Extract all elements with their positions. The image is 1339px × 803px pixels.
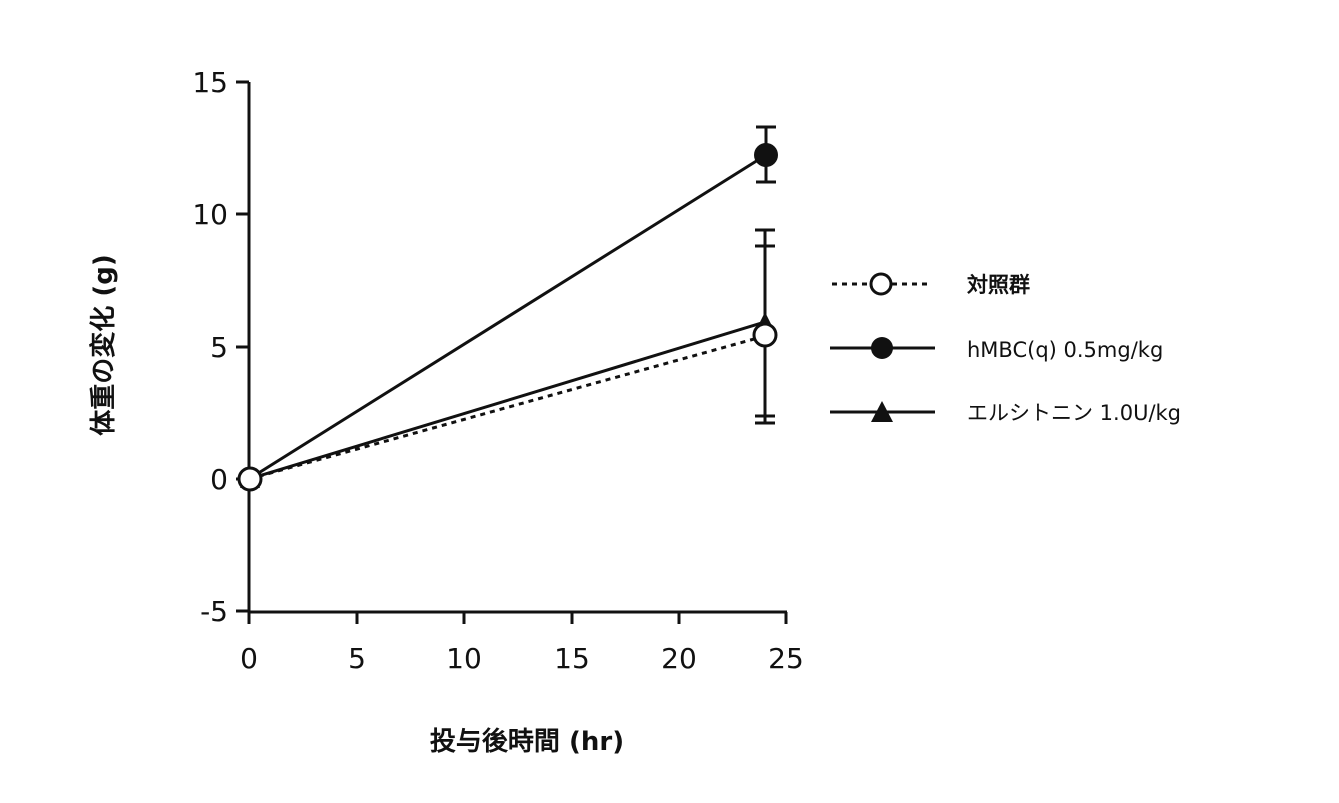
error-bars <box>755 127 776 423</box>
filled-circle-icon <box>871 337 893 359</box>
open-circle-icon <box>871 274 891 294</box>
x-tick-label: 25 <box>768 642 804 675</box>
series-control <box>249 324 776 479</box>
origin-markers <box>239 468 261 490</box>
legend-label: hMBC(q) 0.5mg/kg <box>967 338 1163 362</box>
y-tick-label: 0 <box>210 463 228 496</box>
legend: 対照群 hMBC(q) 0.5mg/kg エルシトニン 1.0U/kg <box>830 273 1181 425</box>
legend-label: エルシトニン 1.0U/kg <box>967 401 1181 425</box>
x-tick-label: 15 <box>554 642 590 675</box>
series-elcitonin <box>249 312 776 479</box>
y-axis-title: 体重の変化 (g) <box>88 254 119 435</box>
x-tick-label: 5 <box>348 642 366 675</box>
legend-item-elcitonin: エルシトニン 1.0U/kg <box>830 401 1181 425</box>
x-axis-title: 投与後時間 (hr) <box>430 726 624 757</box>
y-tick-label: 5 <box>210 331 228 364</box>
x-tick-label: 20 <box>661 642 697 675</box>
y-tick-label: -5 <box>200 595 228 628</box>
y-tick-label: 10 <box>192 198 228 231</box>
data-point-filled-circle <box>754 143 778 167</box>
legend-label: 対照群 <box>967 273 1030 297</box>
chart-canvas: 15 10 5 0 -5 0 5 10 15 20 25 投与後時間 (hr) … <box>0 0 1339 803</box>
y-tick-label: 15 <box>192 66 228 99</box>
data-point-open-circle <box>754 324 776 346</box>
series-hmbc <box>249 143 778 479</box>
x-tick-label: 10 <box>446 642 482 675</box>
x-tick-label: 0 <box>240 642 258 675</box>
y-axis: 15 10 5 0 -5 <box>192 66 249 628</box>
x-axis: 0 5 10 15 20 25 <box>240 612 804 675</box>
legend-item-hmbc: hMBC(q) 0.5mg/kg <box>830 337 1163 362</box>
legend-item-control: 対照群 <box>832 273 1030 297</box>
